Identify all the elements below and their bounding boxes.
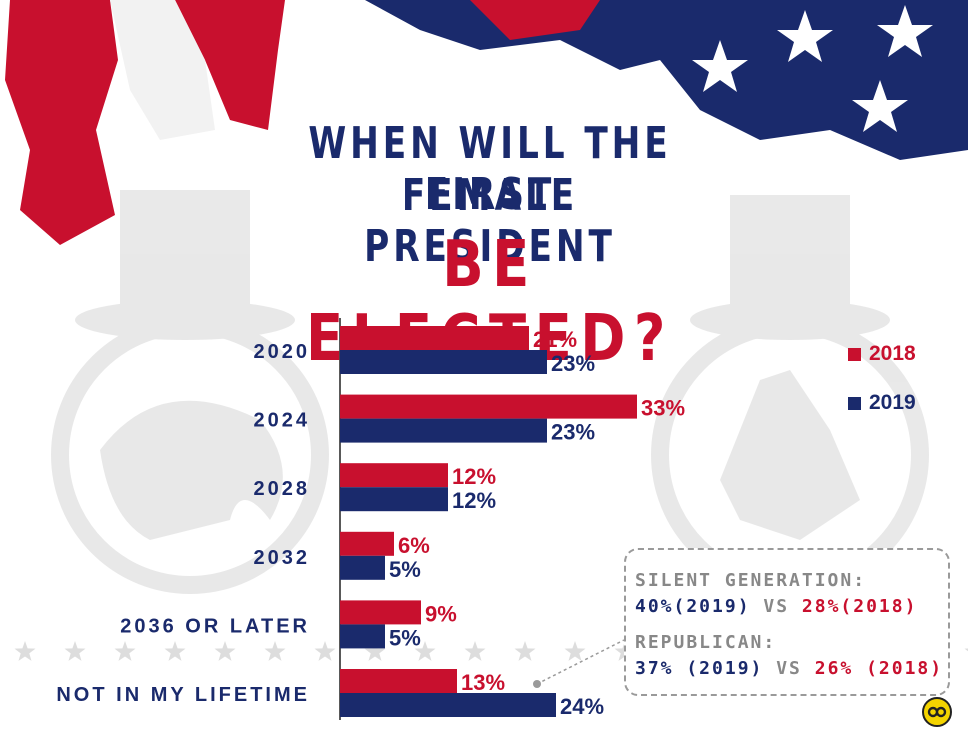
- category-label: NOT IN MY LIFETIME: [56, 684, 310, 706]
- bar-2019-2: [340, 487, 448, 512]
- title-line-2: FEMALE PRESIDENT: [364, 170, 616, 272]
- decor-star: [14, 641, 36, 661]
- callout-value-2018: 28%(2018): [801, 596, 918, 617]
- decor-star: [414, 641, 436, 661]
- decor-star: [214, 641, 236, 661]
- decor-star: [964, 648, 968, 652]
- category-label: 2032: [254, 547, 311, 569]
- legend-label-2018: 2018: [869, 342, 916, 365]
- flag-stripe: [470, 0, 600, 40]
- bar-2018-1: [340, 394, 637, 419]
- flag-stripe: [110, 0, 215, 140]
- decor-star: [464, 641, 486, 661]
- data-label: 21%: [533, 327, 577, 352]
- bar-2018-5: [340, 669, 457, 693]
- data-label: 6%: [398, 533, 430, 558]
- decor-star: [164, 641, 186, 661]
- category-label: 2036 OR LATER: [120, 615, 310, 637]
- data-label: 5%: [389, 557, 421, 582]
- bar-2018-3: [340, 531, 394, 556]
- data-label: 9%: [425, 601, 457, 626]
- callout-value-2019: 40%(2019): [635, 596, 751, 617]
- data-label: 23%: [551, 351, 595, 376]
- bar-2019-0: [340, 350, 547, 374]
- elephant-icon: [51, 190, 329, 594]
- decor-star: [64, 641, 86, 661]
- callout-box: SILENT GENERATION: 40%(2019) VS 28%(2018…: [624, 548, 950, 696]
- legend-swatch-2019: [848, 396, 861, 410]
- category-label: 2020: [254, 341, 311, 363]
- bar-2019-1: [340, 418, 547, 443]
- flag-stars: [692, 5, 933, 132]
- legend-swatch-2018: [848, 347, 861, 361]
- bar-2019-5: [340, 693, 556, 717]
- legend-item-2018: 2018: [848, 342, 916, 366]
- data-label: 33%: [641, 396, 685, 421]
- data-label: 5%: [389, 625, 421, 650]
- legend-label-2019: 2019: [869, 391, 916, 414]
- category-label: 2024: [254, 410, 311, 432]
- data-label: 24%: [560, 694, 604, 719]
- decor-star: [364, 641, 386, 661]
- category-label: 2028: [254, 478, 311, 500]
- bar-2018-2: [340, 463, 448, 488]
- title-line-1: WHEN WILL THE FIRST: [308, 118, 672, 220]
- data-label: 12%: [452, 464, 496, 489]
- legend-item-2019: 2019: [848, 391, 916, 415]
- callout-value-2019: 37% (2019): [635, 658, 764, 679]
- bar-2018-4: [340, 600, 421, 625]
- decor-star: [564, 641, 586, 661]
- bar-2019-4: [340, 624, 385, 649]
- circle-logo-icon: [922, 697, 952, 727]
- callout-heading-republican: REPUBLICAN:: [635, 632, 777, 653]
- bar-2019-3: [340, 555, 385, 580]
- data-label: 12%: [452, 488, 496, 513]
- data-label: 13%: [461, 670, 505, 695]
- callout-vs: VS: [750, 596, 802, 617]
- callout-line-silent: 40%(2019) VS 28%(2018): [635, 596, 917, 617]
- decor-star: [264, 641, 286, 661]
- flag-stripe: [5, 0, 118, 245]
- decor-star: [514, 641, 536, 661]
- flag-stripe: [175, 0, 285, 130]
- decor-star: [114, 641, 136, 661]
- callout-vs: VS: [763, 658, 815, 679]
- callout-heading-silent: SILENT GENERATION:: [635, 570, 867, 591]
- callout-value-2018: 26% (2018): [814, 658, 944, 679]
- callout-line-republican: 37% (2019) VS 26% (2018): [635, 658, 943, 679]
- decor-star: [314, 641, 336, 661]
- data-label: 23%: [551, 420, 595, 445]
- bar-2018-0: [340, 326, 529, 350]
